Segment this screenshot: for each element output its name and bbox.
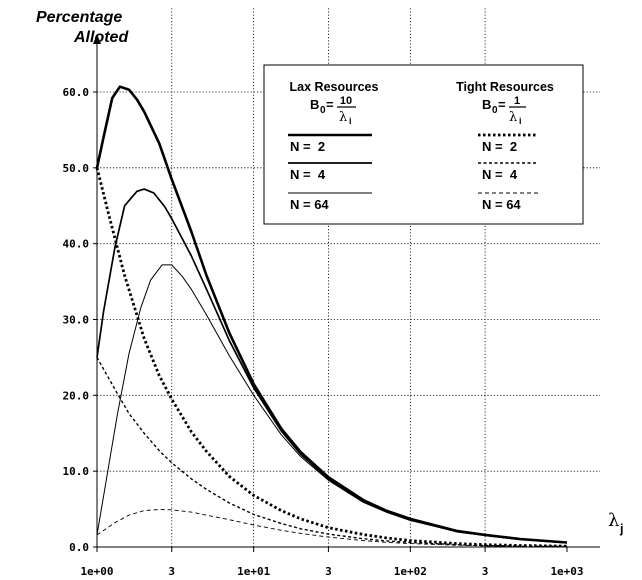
y-axis-label-line2: Alloted: [73, 29, 129, 46]
series-line-lax-4: [96, 188, 568, 544]
series-line-lax-64: [96, 264, 568, 544]
legend-col1-lambda-sub: i: [349, 116, 352, 126]
x-axis-label-lambda: λ: [608, 510, 619, 531]
series-layer: [95, 85, 568, 548]
series-line-tight-64: [96, 509, 568, 548]
legend-col1-formula: B 0 = 10 λ i: [310, 95, 356, 126]
legend-col2-b: B: [482, 97, 491, 112]
x-tick-label: 3: [482, 565, 489, 578]
legend-box: [263, 64, 584, 225]
legend-label-tight-n4: N = 4: [482, 167, 518, 182]
legend-label-lax-n4: N = 4: [290, 167, 326, 182]
legend-label-tight-n2: N = 2: [482, 139, 517, 154]
series-line-tight-4: [96, 357, 568, 548]
axes: [93, 34, 600, 548]
legend-label-lax-n64: N = 64: [290, 197, 329, 212]
x-tick-label: 1e+03: [550, 565, 583, 578]
grid: [97, 8, 600, 547]
legend-col2-formula: B 0 = 1 λ i: [482, 95, 526, 126]
y-tick-label: 40.0: [63, 238, 90, 251]
legend-label-lax-n2: N = 2: [290, 139, 325, 154]
legend-col2-title: Tight Resources: [456, 80, 554, 94]
legend-col2-lambda: λ: [509, 110, 517, 125]
legend-col1-b-sub: 0: [320, 105, 326, 116]
legend-col2-num: 1: [514, 95, 520, 107]
y-axis-arrow: [93, 34, 101, 44]
legend-col2-eq: =: [498, 97, 506, 112]
x-tick-label: 3: [325, 565, 332, 578]
legend: Lax Resources Tight Resources B 0 = 10 λ…: [263, 64, 584, 225]
x-axis-label: λ j: [608, 510, 623, 536]
y-tick-label: 50.0: [63, 162, 90, 175]
y-tick-label: 20.0: [63, 389, 90, 402]
x-axis-label-subscript: j: [619, 522, 623, 536]
legend-col2-lambda-sub: i: [519, 116, 522, 126]
series-line-tight-2: [95, 167, 568, 548]
y-tick-label: 0.0: [69, 541, 89, 554]
y-axis-label-line1: Percentage: [36, 9, 122, 26]
tick-labels: 0.0 10.0 20.0 30.0 40.0 50.0 60.0 1e+00 3 1e+01 3 1…: [63, 86, 584, 578]
y-tick-label: 60.0: [63, 86, 90, 99]
legend-col2-b-sub: 0: [492, 105, 498, 116]
legend-col1-eq: =: [326, 97, 334, 112]
x-tick-label: 3: [168, 565, 175, 578]
x-tick-label: 1e+00: [80, 565, 113, 578]
legend-col1-title: Lax Resources: [290, 80, 379, 94]
legend-col1-lambda: λ: [339, 110, 347, 125]
legend-label-tight-n64: N = 64: [482, 197, 521, 212]
y-tick-label: 30.0: [63, 314, 90, 327]
y-tick-label: 10.0: [63, 465, 90, 478]
x-tick-label: 1e+02: [394, 565, 427, 578]
legend-col1-num: 10: [340, 95, 352, 107]
legend-col1-b: B: [310, 97, 319, 112]
x-tick-label: 1e+01: [237, 565, 270, 578]
